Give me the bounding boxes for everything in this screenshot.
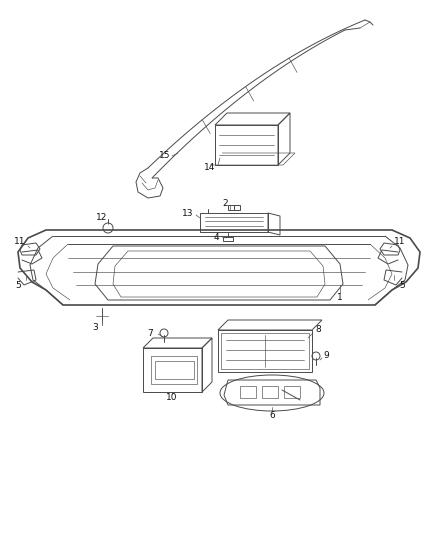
Text: 6: 6 (269, 410, 275, 419)
Text: 8: 8 (315, 326, 321, 335)
Text: 11: 11 (14, 238, 26, 246)
Text: 3: 3 (92, 324, 98, 333)
Text: 13: 13 (182, 208, 194, 217)
Text: 7: 7 (147, 328, 153, 337)
Text: 2: 2 (222, 198, 228, 207)
Text: 4: 4 (213, 232, 219, 241)
Text: 5: 5 (15, 280, 21, 289)
Text: 15: 15 (159, 150, 171, 159)
Text: 14: 14 (204, 164, 215, 173)
Text: 9: 9 (323, 351, 329, 360)
Text: 12: 12 (96, 214, 108, 222)
Text: 11: 11 (394, 238, 406, 246)
Text: 5: 5 (399, 280, 405, 289)
Text: 1: 1 (337, 294, 343, 303)
Text: 10: 10 (166, 393, 178, 402)
